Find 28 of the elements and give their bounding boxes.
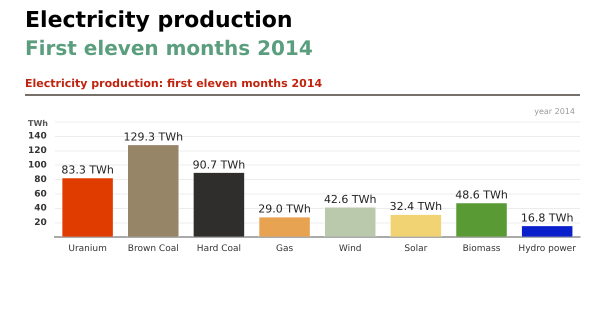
y-tick-label: 100 bbox=[28, 160, 47, 171]
x-tick-label: Brown Coal bbox=[128, 244, 179, 254]
x-tick-label: Hydro power bbox=[518, 244, 576, 254]
x-tick-label: Uranium bbox=[68, 244, 107, 254]
data-label: 129.3 TWh bbox=[123, 130, 184, 144]
y-tick-label: 120 bbox=[28, 146, 47, 156]
y-tick-label: 140 bbox=[28, 132, 47, 142]
y-tick-label: 80 bbox=[34, 174, 47, 185]
text: year 2014 bbox=[534, 107, 575, 116]
data-label: 42.6 TWh bbox=[324, 192, 377, 206]
y-tick-label: 40 bbox=[34, 204, 47, 214]
y-axis-title: TWh bbox=[28, 119, 48, 128]
chart-title: Electricity production bbox=[25, 8, 293, 33]
x-tick-label: Solar bbox=[404, 244, 428, 254]
y-tick-label: 20 bbox=[34, 218, 47, 228]
data-label: 32.4 TWh bbox=[390, 200, 442, 214]
text: Electricity production: first eleven months 2014 bbox=[25, 77, 580, 96]
x-tick-label: Biomass bbox=[462, 244, 501, 254]
data-label: 48.6 TWh bbox=[455, 188, 508, 202]
data-label: 90.7 TWh bbox=[192, 158, 246, 172]
chart-subtitle: First eleven months 2014 bbox=[25, 36, 313, 60]
data-label: 29.0 TWh bbox=[258, 202, 311, 216]
x-tick-label: Hard Coal bbox=[196, 244, 242, 254]
x-tick-label: Gas bbox=[276, 244, 294, 254]
data-label: 16.8 TWh bbox=[520, 211, 574, 224]
x-tick-label: Wind bbox=[338, 244, 362, 254]
data-label: 83.3 TWh bbox=[61, 164, 114, 177]
y-tick-label: 60 bbox=[34, 189, 47, 200]
